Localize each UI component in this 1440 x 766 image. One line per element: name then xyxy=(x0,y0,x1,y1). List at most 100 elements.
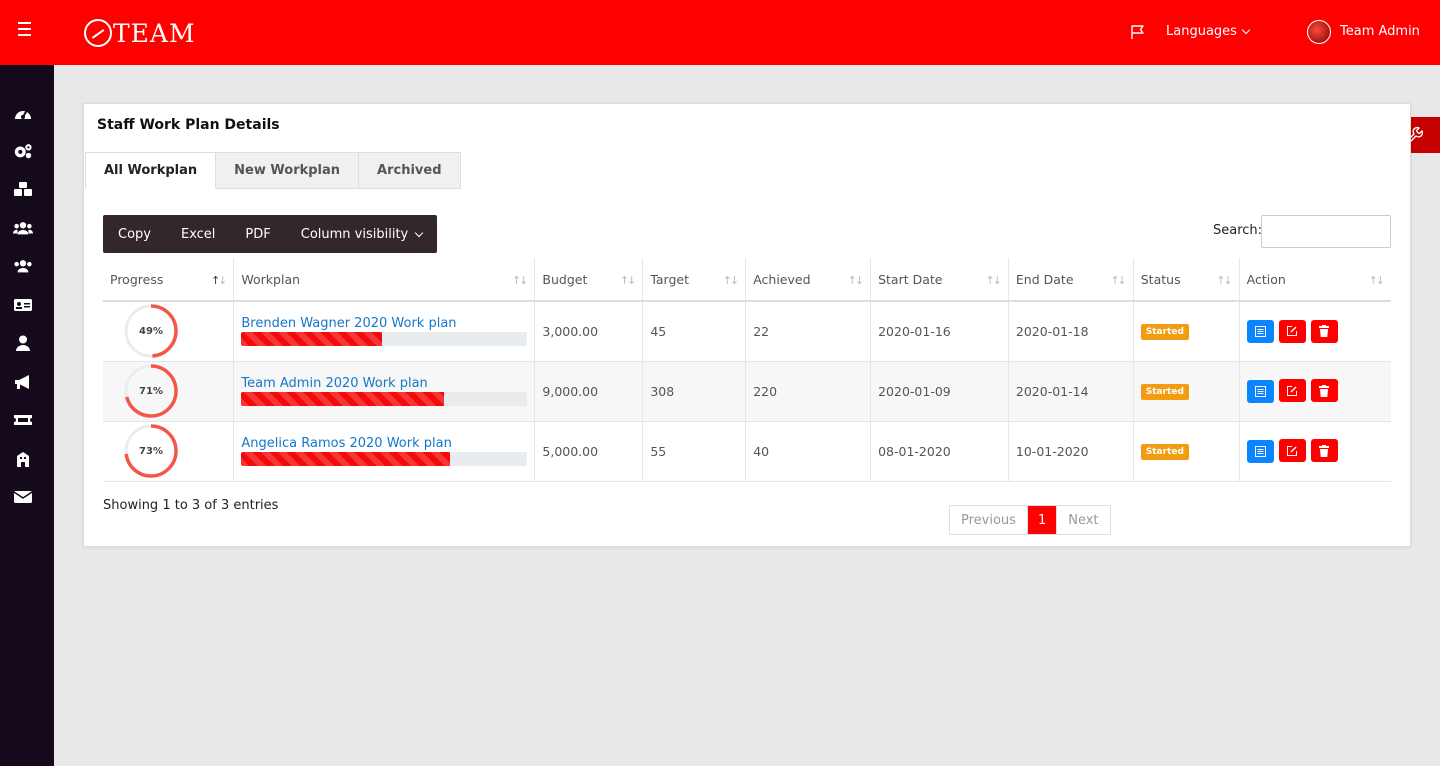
flag-icon[interactable] xyxy=(1130,24,1146,40)
sort-icon: ↑↓ xyxy=(511,274,529,287)
view-button[interactable] xyxy=(1246,439,1274,463)
end-date-cell: 2020-01-14 xyxy=(1008,361,1134,422)
table-info: Showing 1 to 3 of 3 entries xyxy=(103,498,279,513)
logo-text: TEAM xyxy=(113,18,196,48)
status-cell: Started xyxy=(1133,361,1240,422)
dashboard-icon[interactable] xyxy=(13,105,33,121)
user-icon[interactable] xyxy=(13,335,33,351)
page-1-button[interactable]: 1 xyxy=(1026,506,1057,534)
cubes-icon[interactable] xyxy=(13,181,33,197)
workplan-cell: Angelica Ramos 2020 Work plan xyxy=(233,421,536,482)
column-header-budget[interactable]: Budget ↑↓ xyxy=(534,258,644,302)
menu-icon[interactable] xyxy=(14,22,36,42)
export-buttons: Copy Excel PDF Column visibility xyxy=(103,215,438,253)
list-icon xyxy=(1254,326,1266,337)
progress-ring-graphic xyxy=(124,364,178,418)
column-header-end-date[interactable]: End Date ↑↓ xyxy=(1008,258,1134,302)
sort-icon: ↑↓ xyxy=(1110,274,1127,287)
excel-button[interactable]: Excel xyxy=(180,226,216,242)
progress-ring: 71% xyxy=(123,363,179,419)
tab-archived[interactable]: Archived xyxy=(359,152,461,189)
wrench-icon xyxy=(1405,126,1423,145)
status-badge: Started xyxy=(1140,444,1189,460)
sort-icon: ↑↓ xyxy=(985,274,1002,287)
start-date-cell: 08-01-2020 xyxy=(870,421,1009,482)
workplan-link[interactable]: Team Admin 2020 Work plan xyxy=(241,376,428,391)
delete-button[interactable] xyxy=(1310,319,1338,343)
view-button[interactable] xyxy=(1246,320,1274,343)
ticket-icon[interactable] xyxy=(13,412,33,428)
logo[interactable]: TEAM xyxy=(84,17,196,49)
view-button[interactable] xyxy=(1246,379,1274,403)
megaphone-icon[interactable] xyxy=(13,374,33,390)
users-icon[interactable] xyxy=(13,220,33,236)
progress-ring-label: 49% xyxy=(139,325,163,337)
workplan-card: Staff Work Plan Details All Workplan New… xyxy=(83,103,1411,547)
achieved-cell: 22 xyxy=(745,301,872,362)
column-header-label: Target xyxy=(650,271,689,287)
mail-icon[interactable] xyxy=(13,489,33,505)
sidebar xyxy=(0,65,54,766)
column-header-status[interactable]: Status ↑↓ xyxy=(1133,258,1240,302)
sort-icon: ↑↓ xyxy=(847,274,865,287)
pagination: Previous 1 Next xyxy=(949,505,1111,535)
next-page-button[interactable]: Next xyxy=(1056,506,1109,534)
workplan-tabs: All Workplan New Workplan Archived xyxy=(85,152,461,189)
chevron-down-icon xyxy=(1241,25,1251,35)
progress-bar xyxy=(241,392,528,406)
column-header-achieved[interactable]: Achieved ↑↓ xyxy=(745,258,872,302)
column-header-label: Status xyxy=(1140,271,1181,287)
progress-ring-arc xyxy=(124,424,178,478)
building-icon[interactable] xyxy=(13,451,33,467)
previous-page-button[interactable]: Previous xyxy=(961,512,1016,528)
workplan-link[interactable]: Brenden Wagner 2020 Work plan xyxy=(241,316,457,332)
logo-mark-icon xyxy=(84,19,112,47)
avatar[interactable] xyxy=(1307,20,1331,44)
languages-label: Languages xyxy=(1166,24,1237,39)
edit-button[interactable] xyxy=(1278,439,1306,463)
status-cell: Started xyxy=(1133,301,1240,362)
column-header-label: Achieved xyxy=(753,271,811,287)
pdf-button[interactable]: PDF xyxy=(245,226,271,242)
budget-cell: 3,000.00 xyxy=(534,301,644,362)
achieved-cell: 40 xyxy=(745,421,872,482)
settings-icon[interactable] xyxy=(13,143,33,159)
trash-icon xyxy=(1319,325,1330,337)
status-badge: Started xyxy=(1140,324,1189,341)
column-header-target[interactable]: Target ↑↓ xyxy=(642,258,747,302)
search-input[interactable] xyxy=(1261,215,1391,248)
languages-dropdown[interactable]: Languages xyxy=(1166,24,1251,39)
action-cell xyxy=(1239,301,1391,362)
sort-icon: ↑↓ xyxy=(722,274,740,287)
delete-button[interactable] xyxy=(1310,379,1338,403)
table-header-row: Progress ↑↓ Workplan ↑↓ Budget ↑↓ Target ↑↓ … xyxy=(103,258,1391,302)
column-header-progress[interactable]: Progress ↑↓ xyxy=(103,258,235,302)
copy-button[interactable]: Copy xyxy=(118,226,151,242)
target-cell: 45 xyxy=(642,301,747,362)
column-visibility-button[interactable]: Column visibility xyxy=(286,215,438,253)
column-header-start-date[interactable]: Start Date ↑↓ xyxy=(870,258,1009,302)
user-name[interactable]: Team Admin xyxy=(1340,24,1420,39)
column-header-workplan[interactable]: Workplan ↑↓ xyxy=(233,258,536,302)
tab-new-workplan[interactable]: New Workplan xyxy=(216,152,360,189)
tab-all-workplan[interactable]: All Workplan xyxy=(85,152,217,189)
edit-button[interactable] xyxy=(1278,379,1306,403)
page-title: Staff Work Plan Details xyxy=(97,117,280,133)
table-row: 73% Angelica Ramos 2020 Work plan 5,000.… xyxy=(103,421,1391,482)
workplan-table: Progress ↑↓ Workplan ↑↓ Budget ↑↓ Target ↑↓ … xyxy=(103,258,1391,482)
id-card-icon[interactable] xyxy=(13,297,33,313)
column-header-action[interactable]: Action ↑↓ xyxy=(1239,258,1391,302)
workplan-link[interactable]: Angelica Ramos 2020 Work plan xyxy=(241,436,452,451)
progress-ring-arc xyxy=(124,364,178,418)
table-row: 71% Team Admin 2020 Work plan 9,000.00 3… xyxy=(103,361,1391,422)
delete-button[interactable] xyxy=(1310,439,1338,463)
group-icon[interactable] xyxy=(13,258,33,274)
edit-button[interactable] xyxy=(1278,319,1306,343)
status-cell: Started xyxy=(1133,421,1240,482)
target-cell: 308 xyxy=(642,361,747,422)
sort-icon: ↑↓ xyxy=(1368,274,1386,287)
column-visibility-label: Column visibility xyxy=(300,226,409,242)
progress-cell: 49% xyxy=(103,301,235,362)
top-bar: TEAM Languages Team Admin xyxy=(0,0,1440,65)
sort-icon: ↑↓ xyxy=(1216,274,1233,287)
